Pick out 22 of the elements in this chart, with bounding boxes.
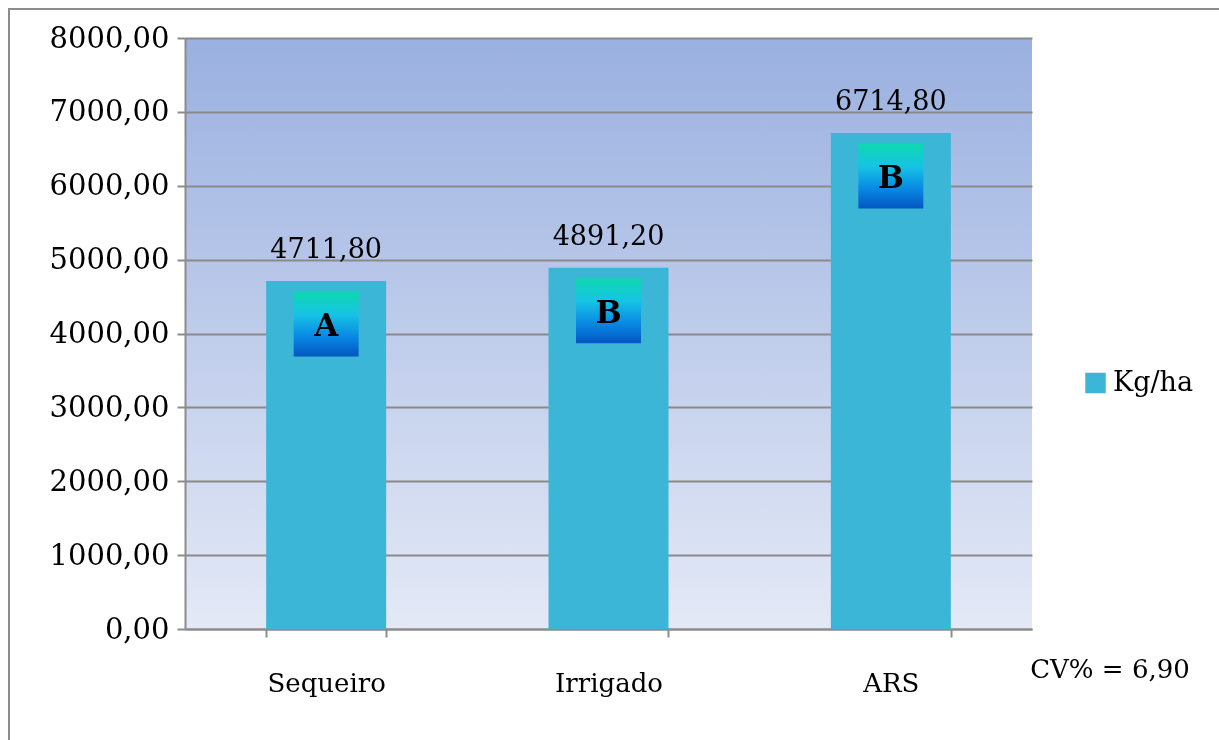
data-label: 4711,80 bbox=[270, 232, 382, 264]
y-tick-label: 8000,00 bbox=[49, 20, 170, 55]
y-tick-label: 7000,00 bbox=[49, 94, 170, 129]
bar bbox=[548, 267, 669, 629]
y-tick-label: 0,00 bbox=[104, 611, 170, 646]
y-tick-label: 6000,00 bbox=[49, 168, 170, 203]
annotation: A bbox=[313, 306, 340, 343]
y-tick-label: 3000,00 bbox=[49, 389, 170, 424]
annotation: B bbox=[595, 293, 622, 330]
data-label: 4891,20 bbox=[552, 219, 665, 251]
x-tick-label: Sequeiro bbox=[267, 667, 386, 698]
y-tick-label: 5000,00 bbox=[49, 242, 170, 277]
y-tick-label: 1000,00 bbox=[49, 537, 170, 572]
x-tick-label: ARS bbox=[862, 667, 920, 698]
x-tick-label: Irrigado bbox=[555, 667, 663, 698]
annotation: B bbox=[877, 158, 904, 195]
y-tick-label: 2000,00 bbox=[49, 463, 170, 498]
legend-label: Kg/ha bbox=[1113, 366, 1194, 397]
bar bbox=[830, 132, 951, 629]
text: CV% = 6,90 bbox=[1030, 654, 1190, 684]
y-tick-label: 4000,00 bbox=[49, 316, 170, 350]
data-label: 6714,80 bbox=[835, 84, 947, 116]
